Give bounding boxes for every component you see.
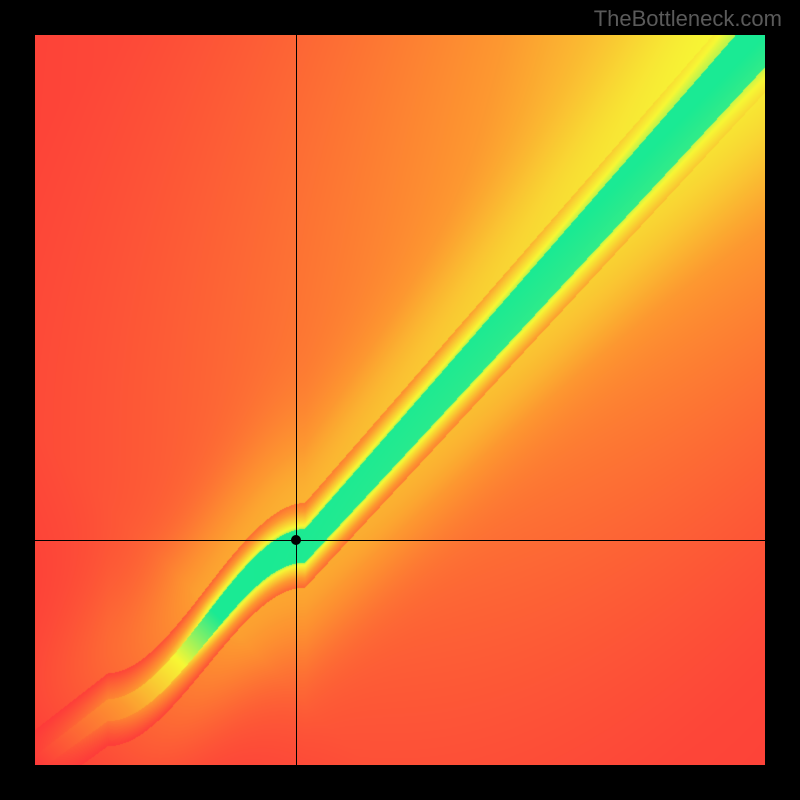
heatmap-canvas: [35, 35, 765, 765]
crosshair-horizontal: [35, 540, 765, 541]
crosshair-vertical: [296, 35, 297, 765]
watermark-text: TheBottleneck.com: [594, 6, 782, 32]
heatmap-plot: [35, 35, 765, 765]
crosshair-marker: [291, 535, 301, 545]
